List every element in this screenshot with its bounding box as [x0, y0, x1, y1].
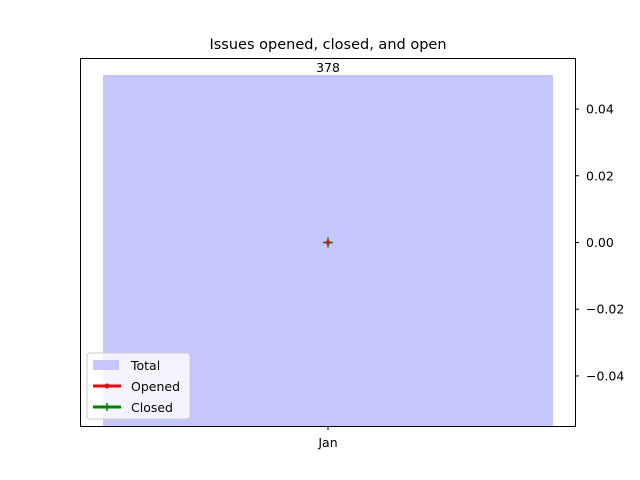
- opened-marker: [325, 240, 331, 245]
- y-axis-ticks: −0.04 −0.02 0.00 0.02 0.04: [575, 102, 624, 383]
- chart-title: Issues opened, closed, and open: [209, 37, 446, 53]
- legend-opened-label: Opened: [131, 379, 180, 394]
- legend-closed-marker: [103, 403, 111, 411]
- x-tick-label: Jan: [317, 435, 337, 450]
- opened-point-jan: [325, 240, 331, 245]
- legend-closed-label: Closed: [131, 400, 173, 415]
- y-tick-label: −0.02: [586, 302, 624, 317]
- bar-value-label: 378: [316, 60, 340, 75]
- legend-total-swatch: [93, 360, 119, 370]
- x-axis-ticks: Jan: [317, 426, 338, 450]
- legend-total-label: Total: [130, 358, 160, 373]
- y-tick-label: 0.02: [586, 168, 614, 183]
- y-tick-label: 0.04: [586, 102, 614, 117]
- legend-opened-marker: [104, 383, 110, 389]
- y-tick-label: 0.00: [586, 235, 614, 250]
- y-tick-label: −0.04: [586, 368, 624, 383]
- legend: Total Opened Closed: [86, 352, 191, 420]
